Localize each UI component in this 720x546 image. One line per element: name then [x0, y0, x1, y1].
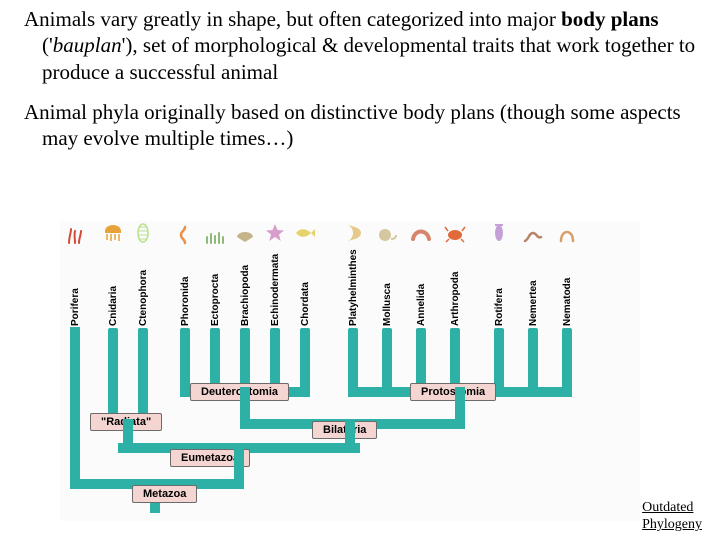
phylum-ectoprocta: Ectoprocta	[200, 221, 230, 388]
phylum-label: Nematoda	[562, 248, 573, 326]
phylum-label: Ectoprocta	[210, 248, 221, 326]
branch-vertical	[70, 327, 80, 489]
clade-label-protostomia: Protostomia	[410, 383, 496, 401]
paragraph-2: Animal phyla originally based on distinc…	[24, 99, 696, 152]
branch-vertical	[345, 421, 355, 453]
phylum-rotifera: Rotifera	[484, 221, 514, 388]
phylum-stem	[300, 328, 310, 388]
phylum-stem	[494, 328, 504, 388]
phylum-nemertea: Nemertea	[518, 221, 548, 388]
phylum-icon	[290, 221, 320, 245]
branch-vertical	[240, 387, 250, 429]
phylum-stem	[562, 328, 572, 388]
phylum-annelida: Annelida	[406, 221, 436, 388]
para1-run-e: '), set of morphological & developmental…	[42, 33, 695, 83]
phylum-icon	[518, 221, 548, 245]
phylum-icon	[372, 221, 402, 245]
para1-run-a: Animals vary greatly in shape, but often…	[24, 7, 561, 31]
paragraph-1: Animals vary greatly in shape, but often…	[24, 6, 696, 85]
branch-vertical	[234, 443, 244, 489]
phylum-icon	[230, 221, 260, 245]
phylum-label: Cnidaria	[108, 248, 119, 326]
phylum-icon	[406, 221, 436, 245]
outdated-label: Outdated Phylogeny	[642, 500, 702, 534]
phylum-stem	[108, 328, 118, 420]
phylum-stem	[348, 328, 358, 388]
phylum-nematoda: Nematoda	[552, 221, 582, 388]
para1-run-d: bauplan	[53, 33, 122, 57]
phylum-icon	[128, 221, 158, 245]
phylum-label: Annelida	[416, 248, 427, 326]
phylum-platyhelminthes: Platyhelminthes	[338, 221, 368, 388]
phylum-icon	[552, 221, 582, 245]
branch-vertical	[455, 387, 465, 429]
phylum-chordata: Chordata	[290, 221, 320, 388]
phylum-icon	[260, 221, 290, 245]
phylum-mollusca: Mollusca	[372, 221, 402, 388]
phylum-stem	[270, 328, 280, 388]
phylum-cnidaria: Cnidaria	[98, 221, 128, 420]
phylum-label: Rotifera	[494, 248, 505, 326]
phylogeny-diagram: Porifera Cnidaria Ctenophora Phoronida Ectop…	[60, 221, 640, 521]
para1-run-c: ('	[42, 33, 53, 57]
branch-vertical	[123, 419, 133, 453]
phylum-label: Arthropoda	[450, 248, 461, 326]
clade-label-metazoa: Metazoa	[132, 485, 197, 503]
phylum-stem	[416, 328, 426, 388]
phylum-label: Echinodermata	[270, 248, 281, 326]
outdated-line1: Outdated	[642, 500, 693, 515]
phylum-stem	[240, 328, 250, 388]
phylum-icon	[60, 221, 90, 245]
phylum-label: Ctenophora	[138, 248, 149, 326]
phylum-label: Brachiopoda	[240, 248, 251, 326]
phylum-stem	[210, 328, 220, 388]
phylum-phoronida: Phoronida	[170, 221, 200, 388]
phylum-stem	[450, 328, 460, 388]
phylum-label: Porifera	[70, 248, 81, 326]
phylum-echinodermata: Echinodermata	[260, 221, 290, 388]
phylum-label: Platyhelminthes	[348, 248, 359, 326]
para1-run-b: body plans	[561, 7, 658, 31]
phylum-icon	[484, 221, 514, 245]
phylum-icon	[440, 221, 470, 245]
phylum-icon	[98, 221, 128, 245]
phylum-icon	[338, 221, 368, 245]
phylum-label: Chordata	[300, 248, 311, 326]
phylum-label: Nemertea	[528, 248, 539, 326]
phylum-label: Mollusca	[382, 248, 393, 326]
phylum-stem	[382, 328, 392, 388]
phylum-arthropoda: Arthropoda	[440, 221, 470, 388]
outdated-line2: Phylogeny	[642, 517, 702, 532]
phylum-stem	[180, 328, 190, 388]
phylum-ctenophora: Ctenophora	[128, 221, 158, 420]
phylum-stem	[138, 328, 148, 420]
phylum-stem	[528, 328, 538, 388]
phylum-brachiopoda: Brachiopoda	[230, 221, 260, 388]
phylum-label: Phoronida	[180, 248, 191, 326]
phylum-icon	[170, 221, 200, 245]
phylum-icon	[200, 221, 230, 245]
